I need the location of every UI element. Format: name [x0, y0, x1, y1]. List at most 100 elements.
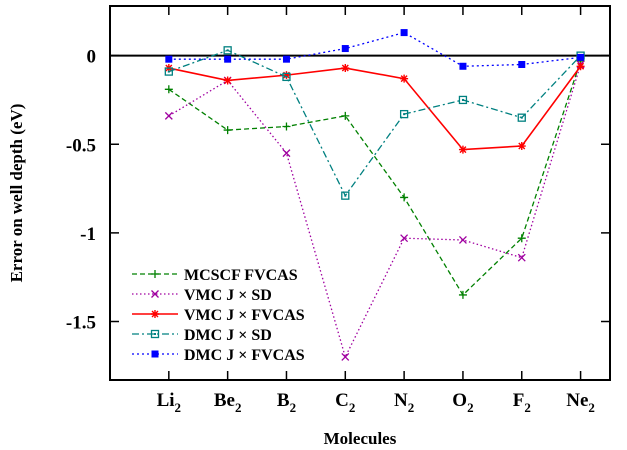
data-point: [164, 85, 173, 94]
data-point: [341, 45, 349, 53]
data-point: [282, 55, 290, 63]
series-line: [168, 60, 582, 296]
series: [164, 62, 585, 154]
star-marker: [223, 76, 232, 85]
data-point: [518, 60, 526, 68]
square-center-dot: [344, 194, 347, 197]
data-point: [400, 193, 409, 202]
open-square-marker: [399, 109, 409, 119]
square-center-dot: [154, 333, 156, 335]
square-center-dot: [226, 49, 229, 52]
cross-marker: [341, 352, 350, 361]
filled-square-marker: [518, 60, 526, 68]
square-center-dot: [403, 113, 406, 116]
square-center-dot: [167, 70, 170, 73]
data-point: [223, 76, 232, 85]
data-point: [517, 113, 526, 122]
data-point: [458, 236, 467, 244]
data-point: [282, 72, 291, 82]
x-axis-title: Molecules: [324, 429, 397, 448]
legend-label: VMC J × FVCAS: [184, 307, 305, 324]
open-square-marker: [223, 46, 232, 55]
data-point: [224, 55, 232, 63]
data-point: [458, 95, 468, 105]
data-point: [458, 290, 467, 299]
legend-label: VMC J × SD: [184, 287, 272, 304]
data-point: [400, 234, 409, 243]
data-point: [164, 111, 173, 120]
plus-marker: [151, 270, 159, 278]
series: [164, 56, 585, 299]
filled-square-marker: [151, 350, 159, 358]
data-point: [165, 55, 173, 63]
series-layer: [164, 29, 585, 361]
square-center-dot: [461, 98, 464, 101]
data-point: [151, 270, 159, 278]
series-line: [168, 31, 581, 67]
data-point: [517, 253, 526, 262]
star-marker: [458, 145, 467, 154]
x-tick-label: F2: [513, 390, 531, 415]
filled-square-marker: [165, 55, 173, 63]
y-tick-label: -0.5: [66, 135, 96, 156]
data-point: [517, 142, 526, 151]
legend: MCSCF FVCAS VMC J × SD VMC J × FVCAS DMC J …: [132, 267, 305, 364]
plus-marker: [341, 111, 350, 120]
series-line: [168, 65, 582, 151]
x-tick-label: C2: [335, 390, 355, 415]
plot-frame: [109, 5, 611, 381]
filled-square-marker: [400, 29, 408, 37]
star-marker: [151, 310, 159, 318]
plus-marker: [164, 85, 173, 94]
series: [165, 29, 585, 70]
axes: 0 -0.5 -1 -1.5 Li2 Be2 B2 C2 N2 O2 F2 Ne2: [66, 5, 611, 415]
filled-square-marker: [224, 55, 232, 63]
open-square-marker: [458, 95, 468, 105]
x-tick-label: Be2: [214, 390, 242, 415]
series-line: [168, 64, 582, 359]
x-tick-label: O2: [452, 390, 473, 415]
filled-square-marker: [282, 55, 290, 63]
data-point: [164, 67, 173, 76]
data-point: [400, 74, 409, 83]
square-center-dot: [520, 116, 523, 119]
data-point: [400, 29, 408, 37]
data-point: [458, 145, 467, 154]
star-marker: [341, 64, 350, 73]
data-point: [282, 149, 291, 158]
filled-square-marker: [341, 45, 349, 53]
data-point: [576, 62, 585, 71]
open-square-marker: [282, 72, 291, 82]
legend-item: VMC J × SD: [132, 287, 272, 304]
filled-square-marker: [577, 53, 585, 61]
legend-item: DMC J × SD: [132, 327, 272, 344]
star-marker: [400, 74, 409, 83]
data-point: [517, 234, 526, 243]
filled-square-marker: [459, 62, 467, 70]
square-center-dot: [285, 75, 288, 78]
star-marker: [282, 71, 291, 80]
open-square-marker: [517, 113, 526, 122]
x-tick-label: B2: [277, 390, 296, 415]
x-tick-label: Ne2: [566, 390, 595, 415]
cross-marker: [282, 149, 291, 158]
data-point: [341, 191, 350, 200]
data-point: [223, 46, 232, 55]
cross-marker: [164, 111, 173, 120]
legend-item: VMC J × FVCAS: [132, 307, 305, 324]
data-point: [459, 62, 467, 70]
series: [164, 46, 585, 200]
x-tick-label: Li2: [157, 390, 181, 415]
plus-marker: [517, 234, 526, 243]
y-axis-title: Error on well depth (eV): [7, 104, 26, 283]
cross-marker: [458, 236, 467, 244]
data-point: [341, 111, 350, 120]
legend-label: DMC J × FVCAS: [184, 347, 305, 364]
data-point: [150, 329, 160, 339]
data-point: [399, 109, 409, 119]
y-tick-label: -1: [80, 224, 96, 245]
data-point: [577, 53, 585, 61]
data-point: [151, 310, 159, 318]
data-point: [341, 352, 350, 361]
